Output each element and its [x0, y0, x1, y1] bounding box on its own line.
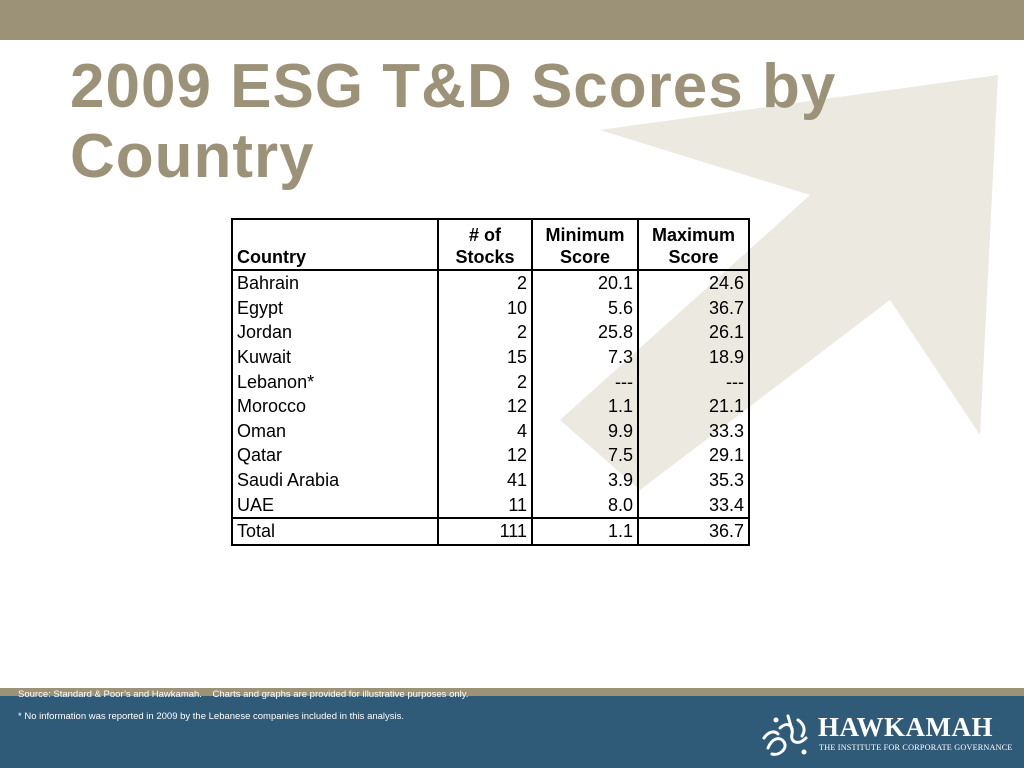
cell-min-score: 1.1: [531, 393, 639, 419]
table-total-row: Total 111 1.1 36.7: [231, 516, 750, 546]
cell-max-score: 26.1: [637, 320, 750, 345]
logo-wordmark: HAWKAMAH: [818, 712, 993, 742]
cell-stocks: 11: [437, 492, 533, 518]
table-body: Bahrain 2 20.1 24.6 Egypt 10 5.6 36.7 Jordan 2 25.…: [231, 270, 750, 546]
footer-accent-line: [0, 688, 1024, 696]
logo-tagline: THE INSTITUTE FOR CORPORATE GOVERNANCE: [819, 743, 1013, 752]
cell-country: Kuwait: [231, 344, 439, 370]
cell-max-score: 18.9: [637, 344, 750, 370]
header-stocks: # of Stocks: [437, 218, 533, 271]
source-note: Source: Standard & Poor’s and Hawkamah. …: [18, 689, 469, 700]
table-row: Oman 4 9.9 33.3: [231, 418, 750, 444]
hawkamah-calligraphy-icon: [762, 714, 808, 756]
cell-max-score: 21.1: [637, 393, 750, 419]
cell-min-score: 7.5: [531, 443, 639, 468]
cell-max-score: 33.3: [637, 418, 750, 444]
cell-max-score: 36.7: [637, 295, 750, 321]
table-row: Kuwait 15 7.3 18.9: [231, 344, 750, 370]
table-row: Qatar 12 7.5 29.1: [231, 443, 750, 468]
cell-stocks: 111: [437, 516, 533, 546]
cell-min-score: 5.6: [531, 295, 639, 321]
cell-min-score: 1.1: [531, 516, 639, 546]
cell-stocks: 4: [437, 418, 533, 444]
cell-min-score: 25.8: [531, 320, 639, 345]
table-row: Egypt 10 5.6 36.7: [231, 295, 750, 321]
cell-country: Morocco: [231, 393, 439, 419]
table-row: Lebanon* 2 --- ---: [231, 369, 750, 394]
cell-min-score: 7.3: [531, 344, 639, 370]
cell-max-score: 36.7: [637, 516, 750, 546]
cell-min-score: 20.1: [531, 270, 639, 296]
footer-bar: [0, 696, 1024, 768]
table-row: Jordan 2 25.8 26.1: [231, 320, 750, 345]
table-row: UAE 11 8.0 33.4: [231, 492, 750, 518]
cell-max-score: 29.1: [637, 443, 750, 468]
table-row: Bahrain 2 20.1 24.6: [231, 270, 750, 296]
cell-stocks: 15: [437, 344, 533, 370]
scores-table: Country # of Stocks Minimum Score Maximu…: [231, 218, 750, 546]
cell-stocks: 10: [437, 295, 533, 321]
cell-stocks: 2: [437, 270, 533, 296]
table-row: Saudi Arabia 41 3.9 35.3: [231, 467, 750, 493]
header-max-score: Maximum Score: [637, 218, 750, 271]
cell-country: Jordan: [231, 320, 439, 345]
cell-country: Egypt: [231, 295, 439, 321]
header-min-score: Minimum Score: [531, 218, 639, 271]
cell-country: Lebanon*: [231, 369, 439, 394]
table-row: Morocco 12 1.1 21.1: [231, 393, 750, 419]
cell-country: Bahrain: [231, 270, 439, 296]
cell-country: Oman: [231, 418, 439, 444]
page-title: 2009 ESG T&D Scores by Country: [70, 52, 837, 191]
cell-max-score: ---: [637, 369, 750, 394]
cell-stocks: 12: [437, 393, 533, 419]
cell-country: Qatar: [231, 443, 439, 468]
cell-max-score: 35.3: [637, 467, 750, 493]
hawkamah-logo: HAWKAMAH THE INSTITUTE FOR CORPORATE GOV…: [758, 708, 1012, 763]
cell-stocks: 2: [437, 320, 533, 345]
header-country: Country: [231, 218, 439, 271]
cell-country: Total: [231, 516, 439, 546]
top-accent-bar: [0, 0, 1024, 40]
cell-min-score: 8.0: [531, 492, 639, 518]
cell-min-score: 9.9: [531, 418, 639, 444]
cell-max-score: 33.4: [637, 492, 750, 518]
cell-max-score: 24.6: [637, 270, 750, 296]
cell-stocks: 41: [437, 467, 533, 493]
footnote: * No information was reported in 2009 by…: [18, 711, 405, 722]
cell-country: Saudi Arabia: [231, 467, 439, 493]
cell-min-score: ---: [531, 369, 639, 394]
table-header-row: Country # of Stocks Minimum Score Maximu…: [231, 218, 750, 271]
cell-min-score: 3.9: [531, 467, 639, 493]
cell-country: UAE: [231, 492, 439, 518]
cell-stocks: 2: [437, 369, 533, 394]
cell-stocks: 12: [437, 443, 533, 468]
